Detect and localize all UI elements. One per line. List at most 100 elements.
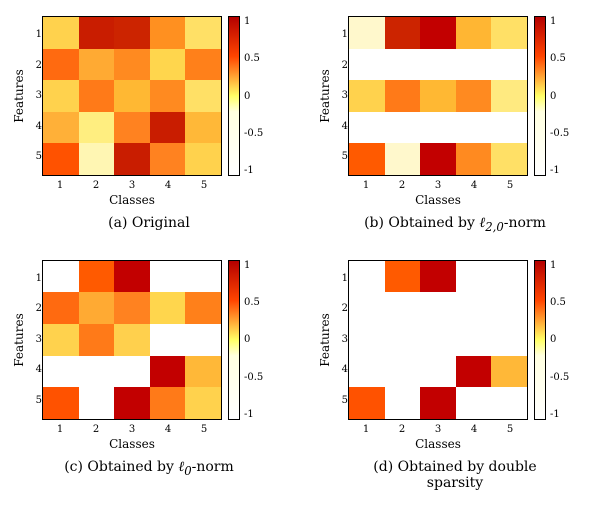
heatmap-row	[349, 387, 527, 419]
panel-d-heatmap	[348, 260, 528, 420]
colorbar-tick: -1	[244, 409, 263, 420]
heatmap-cell	[114, 387, 150, 419]
heatmap-cell	[420, 143, 456, 175]
heatmap-cell	[456, 324, 492, 356]
xtick: 3	[114, 180, 150, 191]
heatmap-cell	[43, 112, 79, 144]
heatmap-cell	[349, 292, 385, 324]
colorbar-tick: -0.5	[550, 372, 569, 383]
heatmap-cell	[150, 49, 186, 81]
panel-d-xlabel: Classes	[348, 437, 528, 451]
colorbar-tick: 1	[550, 16, 569, 27]
heatmap-cell	[185, 80, 221, 112]
panel-b-heatmap	[348, 16, 528, 176]
heatmap-cell	[79, 80, 115, 112]
ytick: 1	[28, 30, 42, 40]
colorbar-strip	[534, 16, 546, 176]
heatmap-cell	[456, 80, 492, 112]
heatmap-cell	[491, 17, 527, 49]
ytick: 1	[28, 274, 42, 284]
heatmap-cell	[43, 17, 79, 49]
heatmap-cell	[456, 49, 492, 81]
heatmap-cell	[385, 261, 421, 293]
panel-b-xlabel: Classes	[348, 193, 528, 207]
heatmap-cell	[43, 143, 79, 175]
heatmap-row	[43, 143, 221, 175]
xtick: 3	[114, 424, 150, 435]
xtick: 5	[186, 180, 222, 191]
panel-a-xticks: 12345	[42, 176, 222, 191]
panel-b-xticks: 12345	[348, 176, 528, 191]
heatmap-cell	[385, 17, 421, 49]
heatmap-cell	[349, 17, 385, 49]
heatmap-cell	[385, 80, 421, 112]
heatmap-cell	[456, 112, 492, 144]
heatmap-row	[349, 49, 527, 81]
panel-d-caption: (d) Obtained by double sparsity	[348, 459, 562, 491]
heatmap-row	[43, 49, 221, 81]
heatmap-cell	[43, 356, 79, 388]
panel-b-colorbar: 10.50-0.5-1	[534, 16, 572, 176]
heatmap-cell	[79, 261, 115, 293]
panel-d: Features 12345 10.50-0.5-1 12345 Classes…	[316, 260, 594, 491]
panel-b-ylabel-col: Features	[316, 16, 334, 176]
ytick: 2	[334, 61, 348, 71]
heatmap-cell	[43, 49, 79, 81]
xtick: 5	[186, 424, 222, 435]
colorbar-strip	[228, 16, 240, 176]
panel-c-yticks: 12345	[28, 260, 42, 420]
heatmap-row	[43, 356, 221, 388]
colorbar-tick: 0	[244, 91, 263, 102]
heatmap-cell	[114, 356, 150, 388]
colorbar-tick: -0.5	[550, 128, 569, 139]
heatmap-row	[349, 356, 527, 388]
heatmap-cell	[385, 356, 421, 388]
heatmap-cell	[491, 80, 527, 112]
heatmap-cell	[349, 143, 385, 175]
ytick: 3	[334, 91, 348, 101]
heatmap-cell	[385, 387, 421, 419]
heatmap-cell	[456, 356, 492, 388]
xtick: 1	[348, 180, 384, 191]
ytick: 1	[334, 30, 348, 40]
heatmap-cell	[114, 324, 150, 356]
heatmap-row	[43, 292, 221, 324]
panel-b-caption-suffix: -norm	[504, 215, 546, 231]
colorbar-tick: -0.5	[244, 372, 263, 383]
heatmap-cell	[79, 292, 115, 324]
panel-c-heatmap	[42, 260, 222, 420]
panel-b-caption: (b) Obtained by ℓ2,0-norm	[348, 215, 562, 234]
xtick: 4	[456, 424, 492, 435]
xtick: 4	[150, 180, 186, 191]
heatmap-cell	[114, 17, 150, 49]
heatmap-cell	[420, 324, 456, 356]
heatmap-cell	[79, 387, 115, 419]
heatmap-cell	[385, 324, 421, 356]
heatmap-cell	[150, 17, 186, 49]
heatmap-cell	[456, 387, 492, 419]
panel-a-heatmap	[42, 16, 222, 176]
heatmap-cell	[349, 112, 385, 144]
heatmap-cell	[420, 17, 456, 49]
panel-c-caption: (c) Obtained by ℓ0-norm	[42, 459, 256, 478]
heatmap-cell	[420, 292, 456, 324]
colorbar-tick: 0	[550, 334, 569, 345]
panel-c-caption-sub: 0	[184, 464, 191, 478]
ytick: 5	[334, 152, 348, 162]
panel-c-colorbar: 10.50-0.5-1	[228, 260, 266, 420]
xtick: 2	[78, 180, 114, 191]
ytick: 2	[28, 61, 42, 71]
ytick: 5	[28, 396, 42, 406]
heatmap-cell	[114, 80, 150, 112]
panel-c: Features 12345 10.50-0.5-1 12345 Classes…	[10, 260, 288, 491]
heatmap-row	[43, 112, 221, 144]
heatmap-cell	[43, 324, 79, 356]
heatmap-row	[43, 17, 221, 49]
panel-c-ylabel: Features	[12, 313, 26, 366]
panel-d-ylabel-col: Features	[316, 260, 334, 420]
colorbar-ticks: 10.50-0.5-1	[244, 260, 263, 420]
heatmap-cell	[150, 261, 186, 293]
heatmap-cell	[43, 261, 79, 293]
heatmap-cell	[420, 387, 456, 419]
colorbar-tick: -0.5	[244, 128, 263, 139]
